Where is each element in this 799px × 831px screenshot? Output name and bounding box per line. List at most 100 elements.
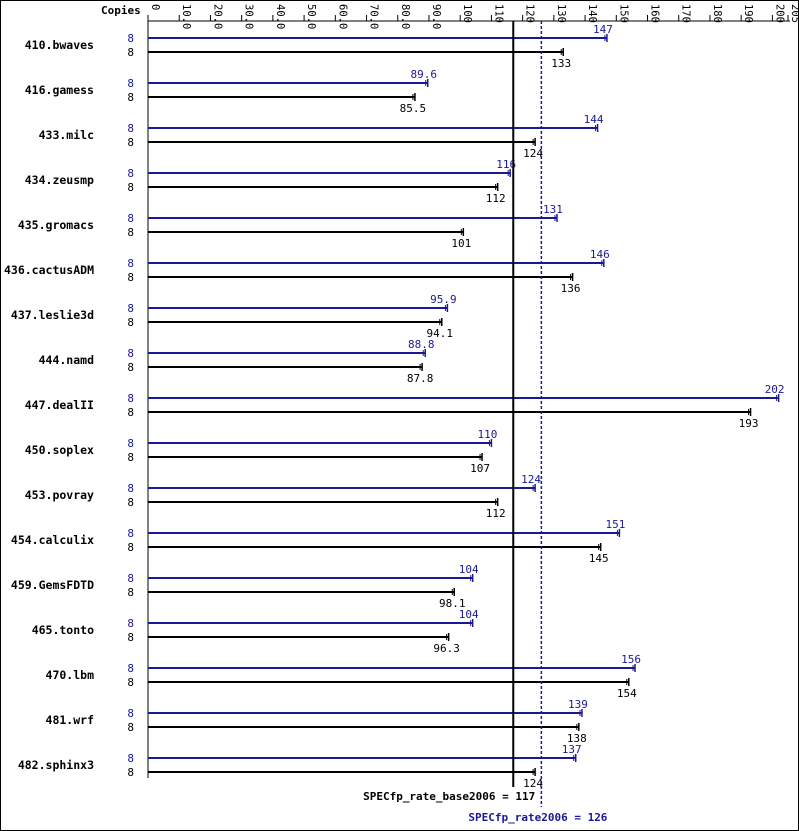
base-value-label: 136 bbox=[561, 282, 581, 295]
base-value-label: 107 bbox=[470, 462, 490, 475]
peak-value-label: 89.6 bbox=[410, 68, 437, 81]
peak-copies-label: 8 bbox=[127, 437, 134, 450]
peak-copies-label: 8 bbox=[127, 212, 134, 225]
base-copies-label: 8 bbox=[127, 136, 134, 149]
base-copies-label: 8 bbox=[127, 271, 134, 284]
peak-value-label: 144 bbox=[584, 113, 604, 126]
peak-value-label: 131 bbox=[543, 203, 563, 216]
axis-tick-label: 170 bbox=[680, 4, 692, 23]
benchmark-label: 433.milc bbox=[39, 128, 94, 142]
axis-tick-label: 50.0 bbox=[305, 4, 317, 29]
base-value-label: 124 bbox=[523, 777, 543, 790]
base-value-label: 124 bbox=[523, 147, 543, 160]
peak-value-label: 146 bbox=[590, 248, 610, 261]
benchmark-label: 436.cactusADM bbox=[4, 263, 94, 277]
axis-tick-label: 60.0 bbox=[336, 4, 348, 29]
base-value-label: 87.8 bbox=[407, 372, 434, 385]
axis-tick-label: 140 bbox=[586, 4, 598, 23]
base-value-label: 85.5 bbox=[400, 102, 427, 115]
axis-tick-label: 10.0 bbox=[180, 4, 192, 29]
peak-copies-label: 8 bbox=[127, 752, 134, 765]
base-summary-label: SPECfp_rate_base2006 = 117 bbox=[363, 790, 535, 803]
base-copies-label: 8 bbox=[127, 541, 134, 554]
benchmark-label: 454.calculix bbox=[11, 533, 94, 547]
peak-value-label: 147 bbox=[593, 23, 613, 36]
benchmark-label: 437.leslie3d bbox=[11, 308, 94, 322]
benchmark-label: 453.povray bbox=[25, 488, 94, 502]
peak-copies-label: 8 bbox=[127, 662, 134, 675]
peak-value-label: 116 bbox=[496, 158, 516, 171]
benchmark-label: 465.tonto bbox=[32, 623, 94, 637]
base-value-label: 145 bbox=[589, 552, 609, 565]
peak-copies-label: 8 bbox=[127, 527, 134, 540]
benchmark-label: 470.lbm bbox=[46, 668, 95, 682]
peak-value-label: 95.9 bbox=[430, 293, 457, 306]
peak-value-label: 137 bbox=[562, 743, 582, 756]
axis-tick-label: 110 bbox=[492, 4, 504, 23]
base-value-label: 98.1 bbox=[439, 597, 466, 610]
base-copies-label: 8 bbox=[127, 451, 134, 464]
peak-value-label: 110 bbox=[477, 428, 497, 441]
axis-tick-label: 80.0 bbox=[399, 4, 411, 29]
benchmark-label: 434.zeusmp bbox=[25, 173, 94, 187]
axis-tick-label: 70.0 bbox=[368, 4, 380, 29]
axis-tick-label: 100 bbox=[461, 4, 473, 23]
peak-value-label: 139 bbox=[568, 698, 588, 711]
peak-copies-label: 8 bbox=[127, 257, 134, 270]
base-value-label: 112 bbox=[486, 507, 506, 520]
axis-tick-label: 20.0 bbox=[211, 4, 223, 29]
peak-copies-label: 8 bbox=[127, 122, 134, 135]
base-copies-label: 8 bbox=[127, 406, 134, 419]
peak-value-label: 202 bbox=[765, 383, 785, 396]
base-copies-label: 8 bbox=[127, 631, 134, 644]
axis-tick-label: 160 bbox=[649, 4, 661, 23]
base-copies-label: 8 bbox=[127, 46, 134, 59]
base-value-label: 96.3 bbox=[433, 642, 460, 655]
base-value-label: 101 bbox=[451, 237, 471, 250]
base-copies-label: 8 bbox=[127, 181, 134, 194]
peak-copies-label: 8 bbox=[127, 347, 134, 360]
base-copies-label: 8 bbox=[127, 316, 134, 329]
axis-tick-label: 30.0 bbox=[243, 4, 255, 29]
base-copies-label: 8 bbox=[127, 586, 134, 599]
axis-tick-label: 180 bbox=[711, 4, 723, 23]
peak-value-label: 104 bbox=[459, 608, 479, 621]
peak-copies-label: 8 bbox=[127, 77, 134, 90]
axis-tick-label: 130 bbox=[555, 4, 567, 23]
peak-copies-label: 8 bbox=[127, 392, 134, 405]
base-value-label: 112 bbox=[486, 192, 506, 205]
benchmark-label: 450.soplex bbox=[25, 443, 94, 457]
peak-value-label: 88.8 bbox=[408, 338, 435, 351]
peak-copies-label: 8 bbox=[127, 572, 134, 585]
base-copies-label: 8 bbox=[127, 226, 134, 239]
peak-copies-label: 8 bbox=[127, 482, 134, 495]
base-value-label: 193 bbox=[739, 417, 759, 430]
axis-tick-label: 150 bbox=[617, 4, 629, 23]
peak-copies-label: 8 bbox=[127, 617, 134, 630]
peak-value-label: 124 bbox=[521, 473, 541, 486]
axis-tick-label: 90.0 bbox=[430, 4, 442, 29]
base-value-label: 154 bbox=[617, 687, 637, 700]
benchmark-label: 447.dealII bbox=[25, 398, 94, 412]
base-copies-label: 8 bbox=[127, 91, 134, 104]
benchmark-label: 459.GemsFDTD bbox=[11, 578, 94, 592]
base-copies-label: 8 bbox=[127, 361, 134, 374]
benchmark-label: 435.gromacs bbox=[18, 218, 94, 232]
peak-value-label: 156 bbox=[621, 653, 641, 666]
peak-summary-label: SPECfp_rate2006 = 126 bbox=[468, 811, 607, 824]
peak-value-label: 151 bbox=[605, 518, 625, 531]
benchmark-label: 481.wrf bbox=[46, 713, 95, 727]
axis-tick-label: 0 bbox=[149, 4, 161, 10]
base-value-label: 138 bbox=[567, 732, 587, 745]
base-value-label: 94.1 bbox=[427, 327, 454, 340]
peak-copies-label: 8 bbox=[127, 302, 134, 315]
peak-copies-label: 8 bbox=[127, 32, 134, 45]
benchmark-label: 444.namd bbox=[39, 353, 94, 367]
base-value-label: 133 bbox=[551, 57, 571, 70]
copies-header: Copies bbox=[101, 4, 141, 17]
base-copies-label: 8 bbox=[127, 766, 134, 779]
axis-tick-label: 120 bbox=[524, 4, 536, 23]
peak-copies-label: 8 bbox=[127, 167, 134, 180]
